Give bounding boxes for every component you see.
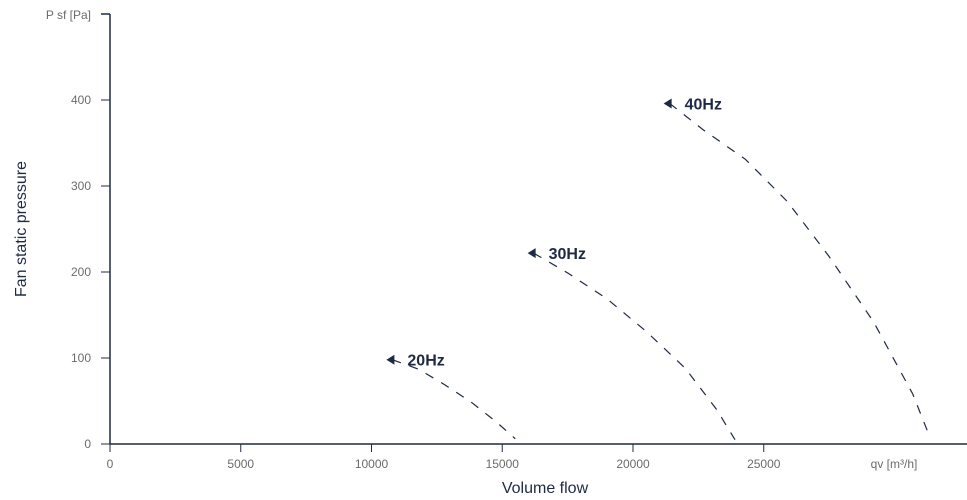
y-tick-label: 0 — [84, 437, 91, 451]
y-tick-label: 200 — [71, 265, 91, 279]
series-marker-30Hz — [527, 248, 536, 259]
x-axis-ticks: 0 5000 10000 15000 20000 25000 — [107, 444, 781, 471]
series-line-20Hz — [392, 359, 516, 440]
x-tick-label: 5000 — [227, 457, 254, 471]
x-tick-label: 20000 — [616, 457, 650, 471]
y-axis-ticks: 0 100 200 300 400 — [71, 93, 110, 451]
series-line-30Hz — [533, 252, 736, 441]
y-tick-label: 400 — [71, 93, 91, 107]
y-tick-label: 300 — [71, 179, 91, 193]
series-lines: 20Hz 30Hz 40Hz — [386, 96, 930, 441]
series-label-30Hz: 30Hz — [549, 246, 586, 263]
x-tick-label: 10000 — [355, 457, 389, 471]
axes — [101, 13, 967, 445]
x-axis-title: Volume flow — [502, 480, 589, 497]
series-label-40Hz: 40Hz — [685, 96, 722, 113]
series-label-20Hz: 20Hz — [407, 353, 444, 370]
series-marker-20Hz — [386, 354, 395, 365]
x-tick-label: 15000 — [486, 457, 520, 471]
x-axis-unit-label: qv [m³/h] — [871, 457, 918, 471]
y-axis-unit-label: P sf [Pa] — [46, 8, 91, 22]
series-line-40Hz — [669, 102, 930, 434]
y-tick-label: 100 — [71, 351, 91, 365]
y-axis-title: Fan static pressure — [13, 161, 30, 297]
x-tick-label: 0 — [107, 457, 114, 471]
x-tick-label: 25000 — [747, 457, 781, 471]
series-marker-40Hz — [663, 98, 672, 109]
